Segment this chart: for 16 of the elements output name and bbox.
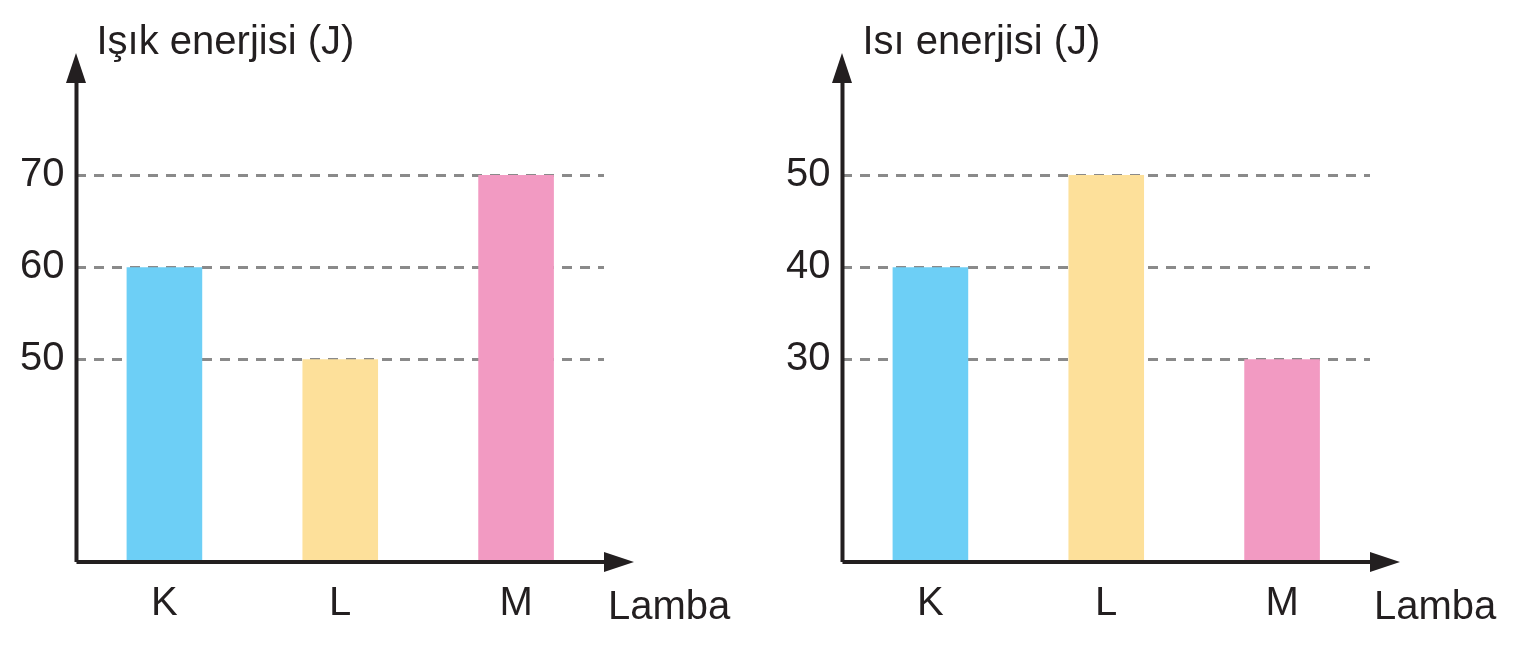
x-tick-label: K <box>917 579 945 624</box>
x-tick-label: K <box>151 579 179 624</box>
y-tick-label: 60 <box>19 242 65 287</box>
x-tick-label: M <box>499 579 533 624</box>
y-tick-label: 70 <box>19 150 65 195</box>
y-tick-label: 50 <box>19 334 65 379</box>
x-axis-title: Lamba <box>1374 583 1498 628</box>
y-tick-label: 40 <box>785 242 831 287</box>
x-tick-label: M <box>1265 579 1299 624</box>
x-tick-label: L <box>329 579 352 624</box>
y-tick-label: 50 <box>785 150 831 195</box>
y-axis-title: Isı enerjisi (J) <box>862 18 1101 63</box>
y-axis-title: Işık enerjisi (J) <box>96 18 355 63</box>
y-tick-label: 30 <box>785 334 831 379</box>
x-tick-label: L <box>1095 579 1118 624</box>
x-axis-title: Lamba <box>608 583 732 628</box>
